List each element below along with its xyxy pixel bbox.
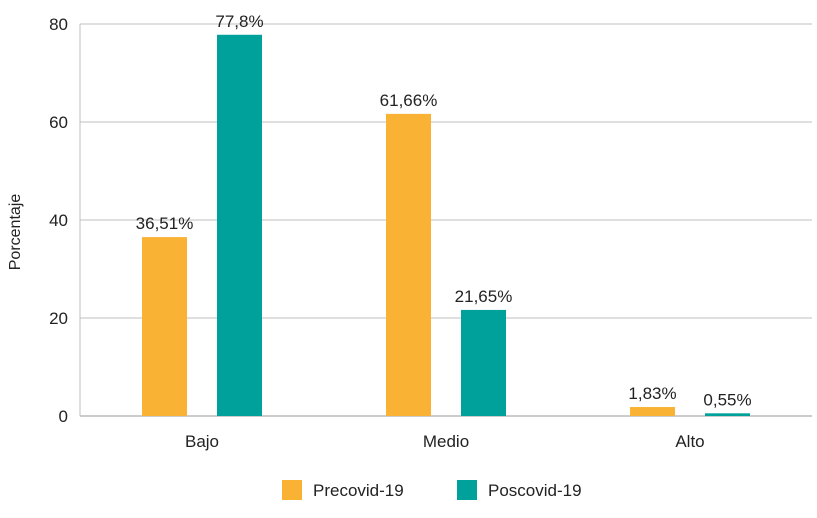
bar-precovid-19-bajo	[142, 237, 187, 416]
bar-poscovid-19-alto	[705, 413, 750, 416]
legend-label: Precovid-19	[313, 481, 404, 500]
bar-precovid-19-alto	[630, 407, 675, 416]
data-label: 61,66%	[380, 91, 438, 110]
legend-swatch	[457, 480, 477, 500]
bars	[142, 34, 750, 416]
legend-label: Poscovid-19	[488, 481, 582, 500]
gridlines	[79, 23, 812, 417]
y-tick-label: 0	[59, 407, 68, 426]
y-tick-label: 60	[49, 113, 68, 132]
y-tick-label: 80	[49, 15, 68, 34]
bar-precovid-19-medio	[386, 113, 431, 416]
y-axis-title: Porcentaje	[7, 194, 24, 271]
data-label: 1,83%	[628, 384, 676, 403]
bar-poscovid-19-bajo	[217, 34, 262, 416]
bar-poscovid-19-medio	[461, 309, 506, 416]
y-tick-label: 20	[49, 309, 68, 328]
data-label: 0,55%	[703, 390, 751, 409]
x-tick-label: Medio	[423, 432, 469, 451]
legend-swatch	[282, 480, 302, 500]
y-tick-label: 40	[49, 211, 68, 230]
legend: Precovid-19 Poscovid-19	[282, 480, 582, 500]
x-tick-label: Alto	[675, 432, 704, 451]
data-label: 21,65%	[455, 287, 513, 306]
axes: Porcentaje 0 20 40 60 80 Bajo Medio Alto	[7, 15, 705, 451]
data-label: 77,8%	[215, 12, 263, 31]
data-labels: 36,51% 77,8% 61,66% 21,65% 1,83% 0,55%	[136, 12, 752, 410]
x-tick-label: Bajo	[185, 432, 219, 451]
data-label: 36,51%	[136, 214, 194, 233]
